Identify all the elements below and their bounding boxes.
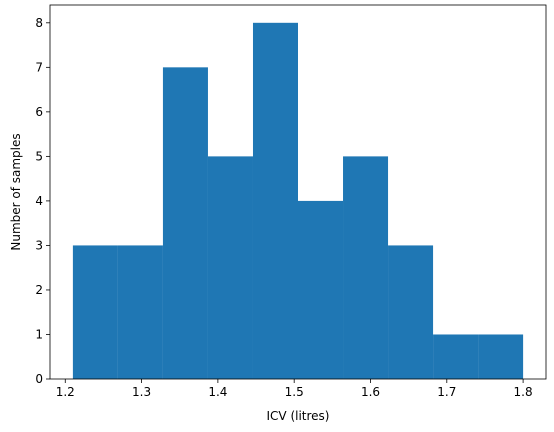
histogram-bar bbox=[478, 334, 524, 379]
x-tick-label: 1.2 bbox=[56, 385, 75, 399]
y-tick-label: 8 bbox=[35, 16, 43, 30]
histogram-bar bbox=[343, 156, 389, 379]
y-tick-label: 2 bbox=[35, 283, 43, 297]
x-tick-label: 1.5 bbox=[285, 385, 304, 399]
histogram-bar bbox=[207, 156, 253, 379]
plot-frame bbox=[49, 4, 547, 380]
histogram-bar bbox=[117, 245, 163, 379]
y-tick-label: 6 bbox=[35, 105, 43, 119]
x-tick-label: 1.3 bbox=[132, 385, 151, 399]
x-tick-label: 1.4 bbox=[208, 385, 227, 399]
x-tick-label: 1.6 bbox=[361, 385, 380, 399]
y-tick-label: 0 bbox=[35, 372, 43, 386]
histogram-bar bbox=[162, 67, 208, 379]
y-tick-label: 7 bbox=[35, 60, 43, 74]
x-tick-label: 1.8 bbox=[514, 385, 533, 399]
bars-group bbox=[72, 22, 524, 380]
y-axis-label: Number of samples bbox=[9, 133, 23, 250]
histogram-bar bbox=[252, 22, 298, 380]
histogram-bar bbox=[433, 334, 479, 379]
histogram-bar bbox=[72, 245, 118, 379]
y-tick-label: 4 bbox=[35, 194, 43, 208]
histogram-bar bbox=[388, 245, 434, 379]
y-tick-label: 1 bbox=[35, 327, 43, 341]
x-axis-label: ICV (litres) bbox=[267, 409, 330, 423]
x-axis-ticks: 1.2 1.3 1.4 1.5 1.6 1.7 1.8 bbox=[56, 379, 533, 399]
y-tick-label: 5 bbox=[35, 149, 43, 163]
y-tick-label: 3 bbox=[35, 238, 43, 252]
y-axis-ticks: 0 1 2 3 4 5 6 7 8 bbox=[35, 16, 50, 386]
x-tick-label: 1.7 bbox=[437, 385, 456, 399]
histogram-bar bbox=[298, 200, 344, 379]
